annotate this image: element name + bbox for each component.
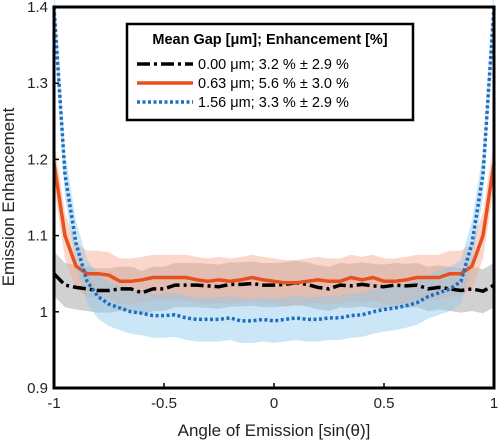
x-tick-label: 1 [490, 395, 498, 412]
series-lines [52, 6, 496, 323]
legend-items: 0.00 μm; 3.2 % ± 2.9 % 0.63 μm; 5.6 % ± 3… [137, 57, 349, 111]
y-tick-label: 1.4 [27, 0, 48, 16]
y-tick-label: 0.9 [27, 380, 48, 397]
x-axis-label: Angle of Emission [sin(θ)] [178, 421, 371, 440]
y-tick-label: 1.1 [27, 228, 48, 245]
line-series-2 [52, 162, 496, 285]
x-tick-label: 0.5 [374, 395, 395, 412]
line-series-1 [52, 272, 495, 295]
legend-box [125, 22, 415, 122]
legend-label-1: 0.00 μm; 3.2 % ± 2.9 % [198, 57, 349, 73]
y-tick-label: 1 [40, 304, 48, 321]
confidence-bands [54, 0, 494, 343]
band-series-2 [54, 140, 494, 306]
band-series-3 [54, 0, 494, 343]
y-axis-label: Emission Enhancement [0, 107, 18, 286]
band-series-1 [54, 251, 494, 315]
legend: Mean Gap [μm]; Enhancement [%] 0.00 μm; … [125, 22, 415, 122]
x-tick-label: -0.5 [151, 395, 177, 412]
x-tick-label: 0 [270, 395, 278, 412]
legend-label-2: 0.63 μm; 5.6 % ± 3.0 % [198, 76, 349, 92]
legend-title: Mean Gap [μm]; Enhancement [%] [152, 32, 387, 48]
axis-ticks: -1 -0.5 0 0.5 1 0.9 1 1.1 1.2 1.3 1.4 [27, 0, 498, 412]
x-tick-label: -1 [47, 395, 60, 412]
legend-label-3: 1.56 μm; 3.3 % ± 2.9 % [198, 95, 349, 111]
y-tick-label: 1.3 [27, 75, 48, 92]
y-tick-label: 1.2 [27, 151, 48, 168]
